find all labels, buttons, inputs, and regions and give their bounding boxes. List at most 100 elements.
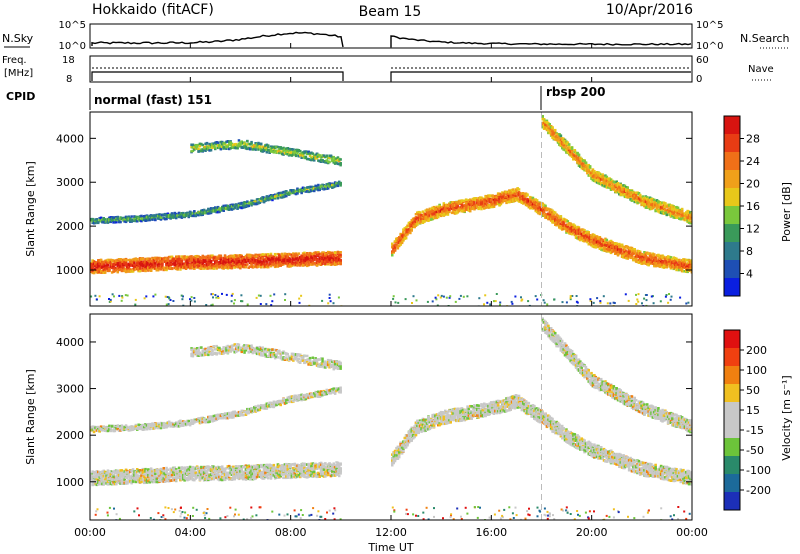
echo-cell bbox=[299, 259, 302, 263]
echo-cell bbox=[120, 217, 124, 220]
echo-cell bbox=[115, 217, 118, 220]
echo-cell bbox=[444, 204, 447, 207]
echo-cell bbox=[156, 269, 160, 272]
echo-cell bbox=[325, 187, 328, 190]
echo-cell bbox=[619, 248, 622, 251]
echo-cell bbox=[556, 221, 560, 224]
echo-cell bbox=[140, 215, 143, 219]
echo-cell bbox=[398, 236, 401, 239]
echo-cell bbox=[188, 267, 192, 270]
echo-cell bbox=[173, 266, 177, 270]
echo-cell bbox=[212, 142, 216, 145]
echo-cell bbox=[547, 207, 550, 211]
echo-cell bbox=[333, 256, 337, 260]
echo-cell bbox=[173, 258, 177, 261]
echo-cell bbox=[236, 203, 239, 207]
echo-cell bbox=[285, 255, 288, 258]
echo-cell bbox=[251, 266, 255, 269]
echo-cell bbox=[506, 192, 510, 195]
echo-cell bbox=[522, 192, 525, 195]
echo-cell bbox=[437, 209, 440, 213]
echo-cell bbox=[193, 259, 196, 262]
echo-cell bbox=[409, 224, 412, 227]
echo-cell bbox=[315, 261, 319, 265]
echo-cell bbox=[303, 187, 306, 190]
echo-cell bbox=[310, 256, 313, 259]
echo-cell bbox=[113, 216, 117, 219]
echo-cell bbox=[303, 188, 306, 192]
echo-cell bbox=[165, 260, 168, 264]
echo-cell bbox=[133, 267, 136, 270]
echo-cell bbox=[651, 256, 655, 259]
echo-cell bbox=[143, 215, 146, 218]
echo-cell bbox=[219, 207, 223, 210]
echo-cell bbox=[439, 213, 443, 216]
echo-cell bbox=[176, 262, 179, 265]
echo-cell bbox=[257, 143, 260, 146]
echo-cell bbox=[212, 145, 216, 148]
echo-cell bbox=[127, 216, 131, 219]
echo-cell bbox=[594, 236, 597, 240]
echo-cell bbox=[257, 263, 260, 266]
echo-cell bbox=[529, 207, 532, 210]
echo-cell bbox=[253, 265, 256, 269]
echo-cell bbox=[574, 233, 578, 237]
echo-cell bbox=[289, 253, 292, 256]
echo-cell bbox=[278, 149, 281, 153]
echo-cell bbox=[228, 255, 231, 258]
echo-cell bbox=[244, 143, 248, 146]
echo-cell bbox=[260, 199, 263, 202]
echo-cell bbox=[260, 266, 263, 269]
echo-cell bbox=[260, 254, 263, 257]
echo-cell bbox=[243, 204, 246, 207]
echo-cell bbox=[554, 223, 557, 226]
echo-cell bbox=[251, 259, 255, 262]
echo-cell bbox=[446, 213, 450, 216]
echo-cell bbox=[134, 264, 138, 267]
echo-cell bbox=[123, 263, 126, 267]
echo-cell bbox=[453, 208, 457, 211]
echo-cell bbox=[240, 146, 243, 149]
echo-cell bbox=[158, 262, 161, 266]
echo-cell bbox=[639, 252, 642, 255]
echo-cell bbox=[207, 254, 210, 258]
echo-cell bbox=[618, 250, 621, 253]
echo-cell bbox=[105, 261, 108, 265]
echo-cell bbox=[328, 185, 331, 188]
echo-cell bbox=[494, 198, 497, 201]
echo-cell bbox=[508, 195, 511, 198]
echo-cell bbox=[517, 200, 521, 203]
echo-cell bbox=[198, 258, 202, 261]
echo-cell bbox=[453, 201, 457, 204]
echo-cell bbox=[248, 201, 252, 204]
echo-cell bbox=[535, 203, 539, 206]
echo-cell bbox=[336, 256, 340, 259]
echo-cell bbox=[280, 150, 284, 153]
echo-cell bbox=[98, 217, 101, 220]
echo-cell bbox=[328, 251, 331, 254]
echo-cell bbox=[253, 201, 256, 205]
echo-cell bbox=[623, 248, 627, 251]
echo-cell bbox=[313, 261, 316, 265]
echo-cell bbox=[280, 256, 284, 260]
echo-cell bbox=[159, 257, 163, 260]
echo-cell bbox=[240, 142, 243, 145]
echo-cell bbox=[117, 220, 121, 224]
echo-cell bbox=[241, 262, 245, 265]
echo-cell bbox=[402, 228, 405, 231]
echo-cell bbox=[627, 252, 631, 255]
echo-cell bbox=[208, 144, 211, 147]
echo-cell bbox=[551, 217, 554, 221]
echo-cell bbox=[326, 160, 330, 163]
echo-cell bbox=[276, 259, 280, 262]
echo-cell bbox=[134, 268, 138, 271]
echo-cell bbox=[321, 259, 324, 263]
echo-cell bbox=[460, 199, 464, 202]
echo-cell bbox=[568, 230, 571, 233]
echo-cell bbox=[248, 256, 252, 260]
echo-cell bbox=[310, 158, 313, 162]
echo-cell bbox=[304, 260, 308, 263]
echo-cell bbox=[279, 256, 282, 260]
echo-cell bbox=[218, 144, 221, 147]
echo-cell bbox=[399, 237, 402, 240]
